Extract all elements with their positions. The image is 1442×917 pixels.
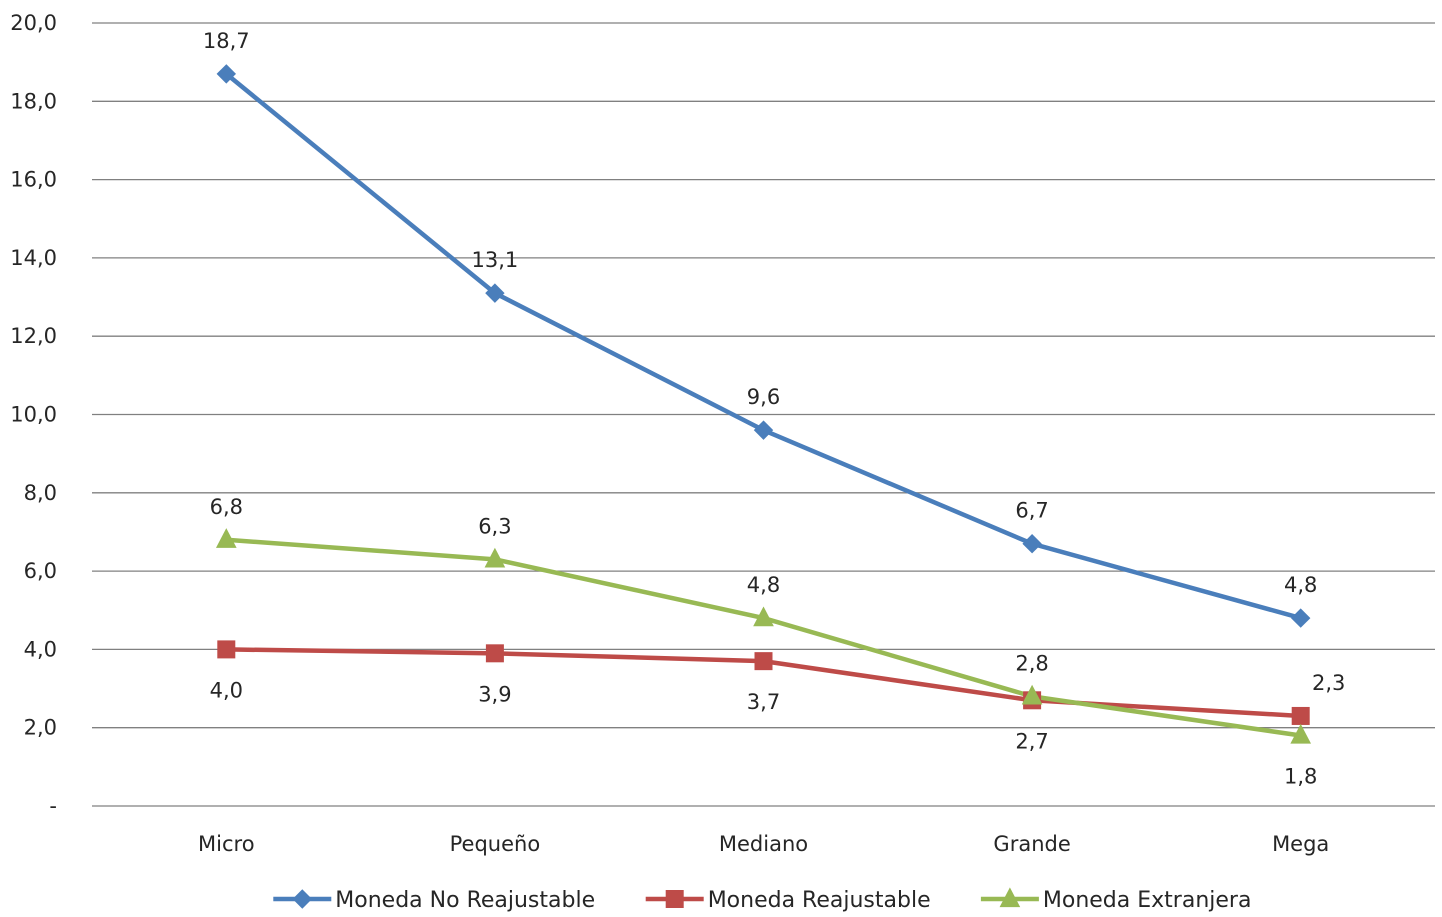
data-point-marker bbox=[485, 644, 504, 663]
legend-item: Moneda Extranjera bbox=[980, 887, 1252, 913]
series-markers bbox=[215, 64, 1312, 744]
legend-label: Moneda Reajustable bbox=[708, 888, 931, 913]
data-label: 1,8 bbox=[1284, 765, 1317, 789]
data-labels: 18,7 13,1 9,6 6,7 4,8 4,0 3,9 3,7 2,7 2,3 6,8 6,3 4,… bbox=[203, 29, 1345, 789]
y-tick-label: 12,0 bbox=[10, 324, 57, 348]
legend-marker-swatch bbox=[665, 890, 684, 908]
legend-label: Moneda Extranjera bbox=[1043, 888, 1252, 913]
x-category-label: Mediano bbox=[719, 832, 808, 856]
data-point-marker bbox=[215, 528, 237, 548]
x-category-label: Pequeño bbox=[450, 832, 541, 856]
y-tick-label: 6,0 bbox=[24, 559, 57, 583]
series-line bbox=[224, 71, 1303, 621]
data-point-marker bbox=[1291, 706, 1310, 725]
data-label: 4,8 bbox=[747, 573, 780, 597]
legend: Moneda No Reajustable Moneda Reajustable M… bbox=[273, 887, 1252, 913]
data-label: 3,9 bbox=[478, 682, 511, 706]
y-tick-label: 10,0 bbox=[10, 403, 57, 427]
legend-label: Moneda No Reajustable bbox=[335, 888, 595, 913]
data-label: 2,3 bbox=[1312, 671, 1345, 695]
data-label: 6,7 bbox=[1015, 499, 1048, 523]
data-point-marker bbox=[1290, 723, 1312, 744]
data-label: 13,1 bbox=[472, 248, 519, 272]
data-label: 9,6 bbox=[747, 385, 780, 409]
y-tick-label: 2,0 bbox=[24, 716, 57, 740]
data-point-marker bbox=[485, 283, 505, 303]
data-point-marker bbox=[753, 420, 774, 440]
y-axis-tick-labels: - 2,0 4,0 6,0 8,0 10,0 12,0 14,0 16,0 18,0 20,0 bbox=[10, 11, 57, 818]
data-point-marker bbox=[753, 606, 774, 627]
x-category-label: Mega bbox=[1272, 832, 1329, 856]
y-tick-label: 8,0 bbox=[24, 481, 57, 505]
data-label: 6,8 bbox=[210, 495, 243, 519]
data-point-marker bbox=[484, 547, 506, 568]
legend-item: Moneda Reajustable bbox=[645, 888, 931, 913]
y-tick-label: 4,0 bbox=[24, 637, 57, 661]
y-tick-label: 18,0 bbox=[10, 89, 57, 113]
x-category-label: Grande bbox=[993, 832, 1070, 856]
legend-marker-swatch bbox=[292, 889, 313, 909]
data-label: 2,7 bbox=[1015, 729, 1048, 753]
data-point-marker bbox=[1022, 533, 1042, 554]
data-label: 2,8 bbox=[1015, 651, 1048, 675]
data-label: 4,8 bbox=[1284, 573, 1317, 597]
gridlines bbox=[92, 22, 1435, 807]
y-tick-label: - bbox=[49, 794, 57, 818]
data-label: 18,7 bbox=[203, 29, 250, 53]
data-point-marker bbox=[216, 64, 237, 84]
data-label: 6,3 bbox=[478, 514, 511, 538]
legend-item: Moneda No Reajustable bbox=[273, 888, 595, 913]
data-point-marker bbox=[754, 652, 773, 671]
data-label: 3,7 bbox=[747, 690, 780, 714]
x-axis-category-labels: Micro Pequeño Mediano Grande Mega bbox=[198, 832, 1329, 856]
data-point-marker bbox=[1290, 608, 1311, 628]
data-point-marker bbox=[1021, 684, 1043, 705]
y-tick-label: 16,0 bbox=[10, 168, 57, 192]
x-category-label: Micro bbox=[198, 832, 255, 856]
legend-marker-swatch bbox=[999, 887, 1021, 908]
data-label: 4,0 bbox=[210, 678, 243, 702]
data-point-marker bbox=[217, 640, 236, 659]
y-tick-label: 14,0 bbox=[10, 246, 57, 270]
y-tick-label: 20,0 bbox=[10, 11, 57, 35]
